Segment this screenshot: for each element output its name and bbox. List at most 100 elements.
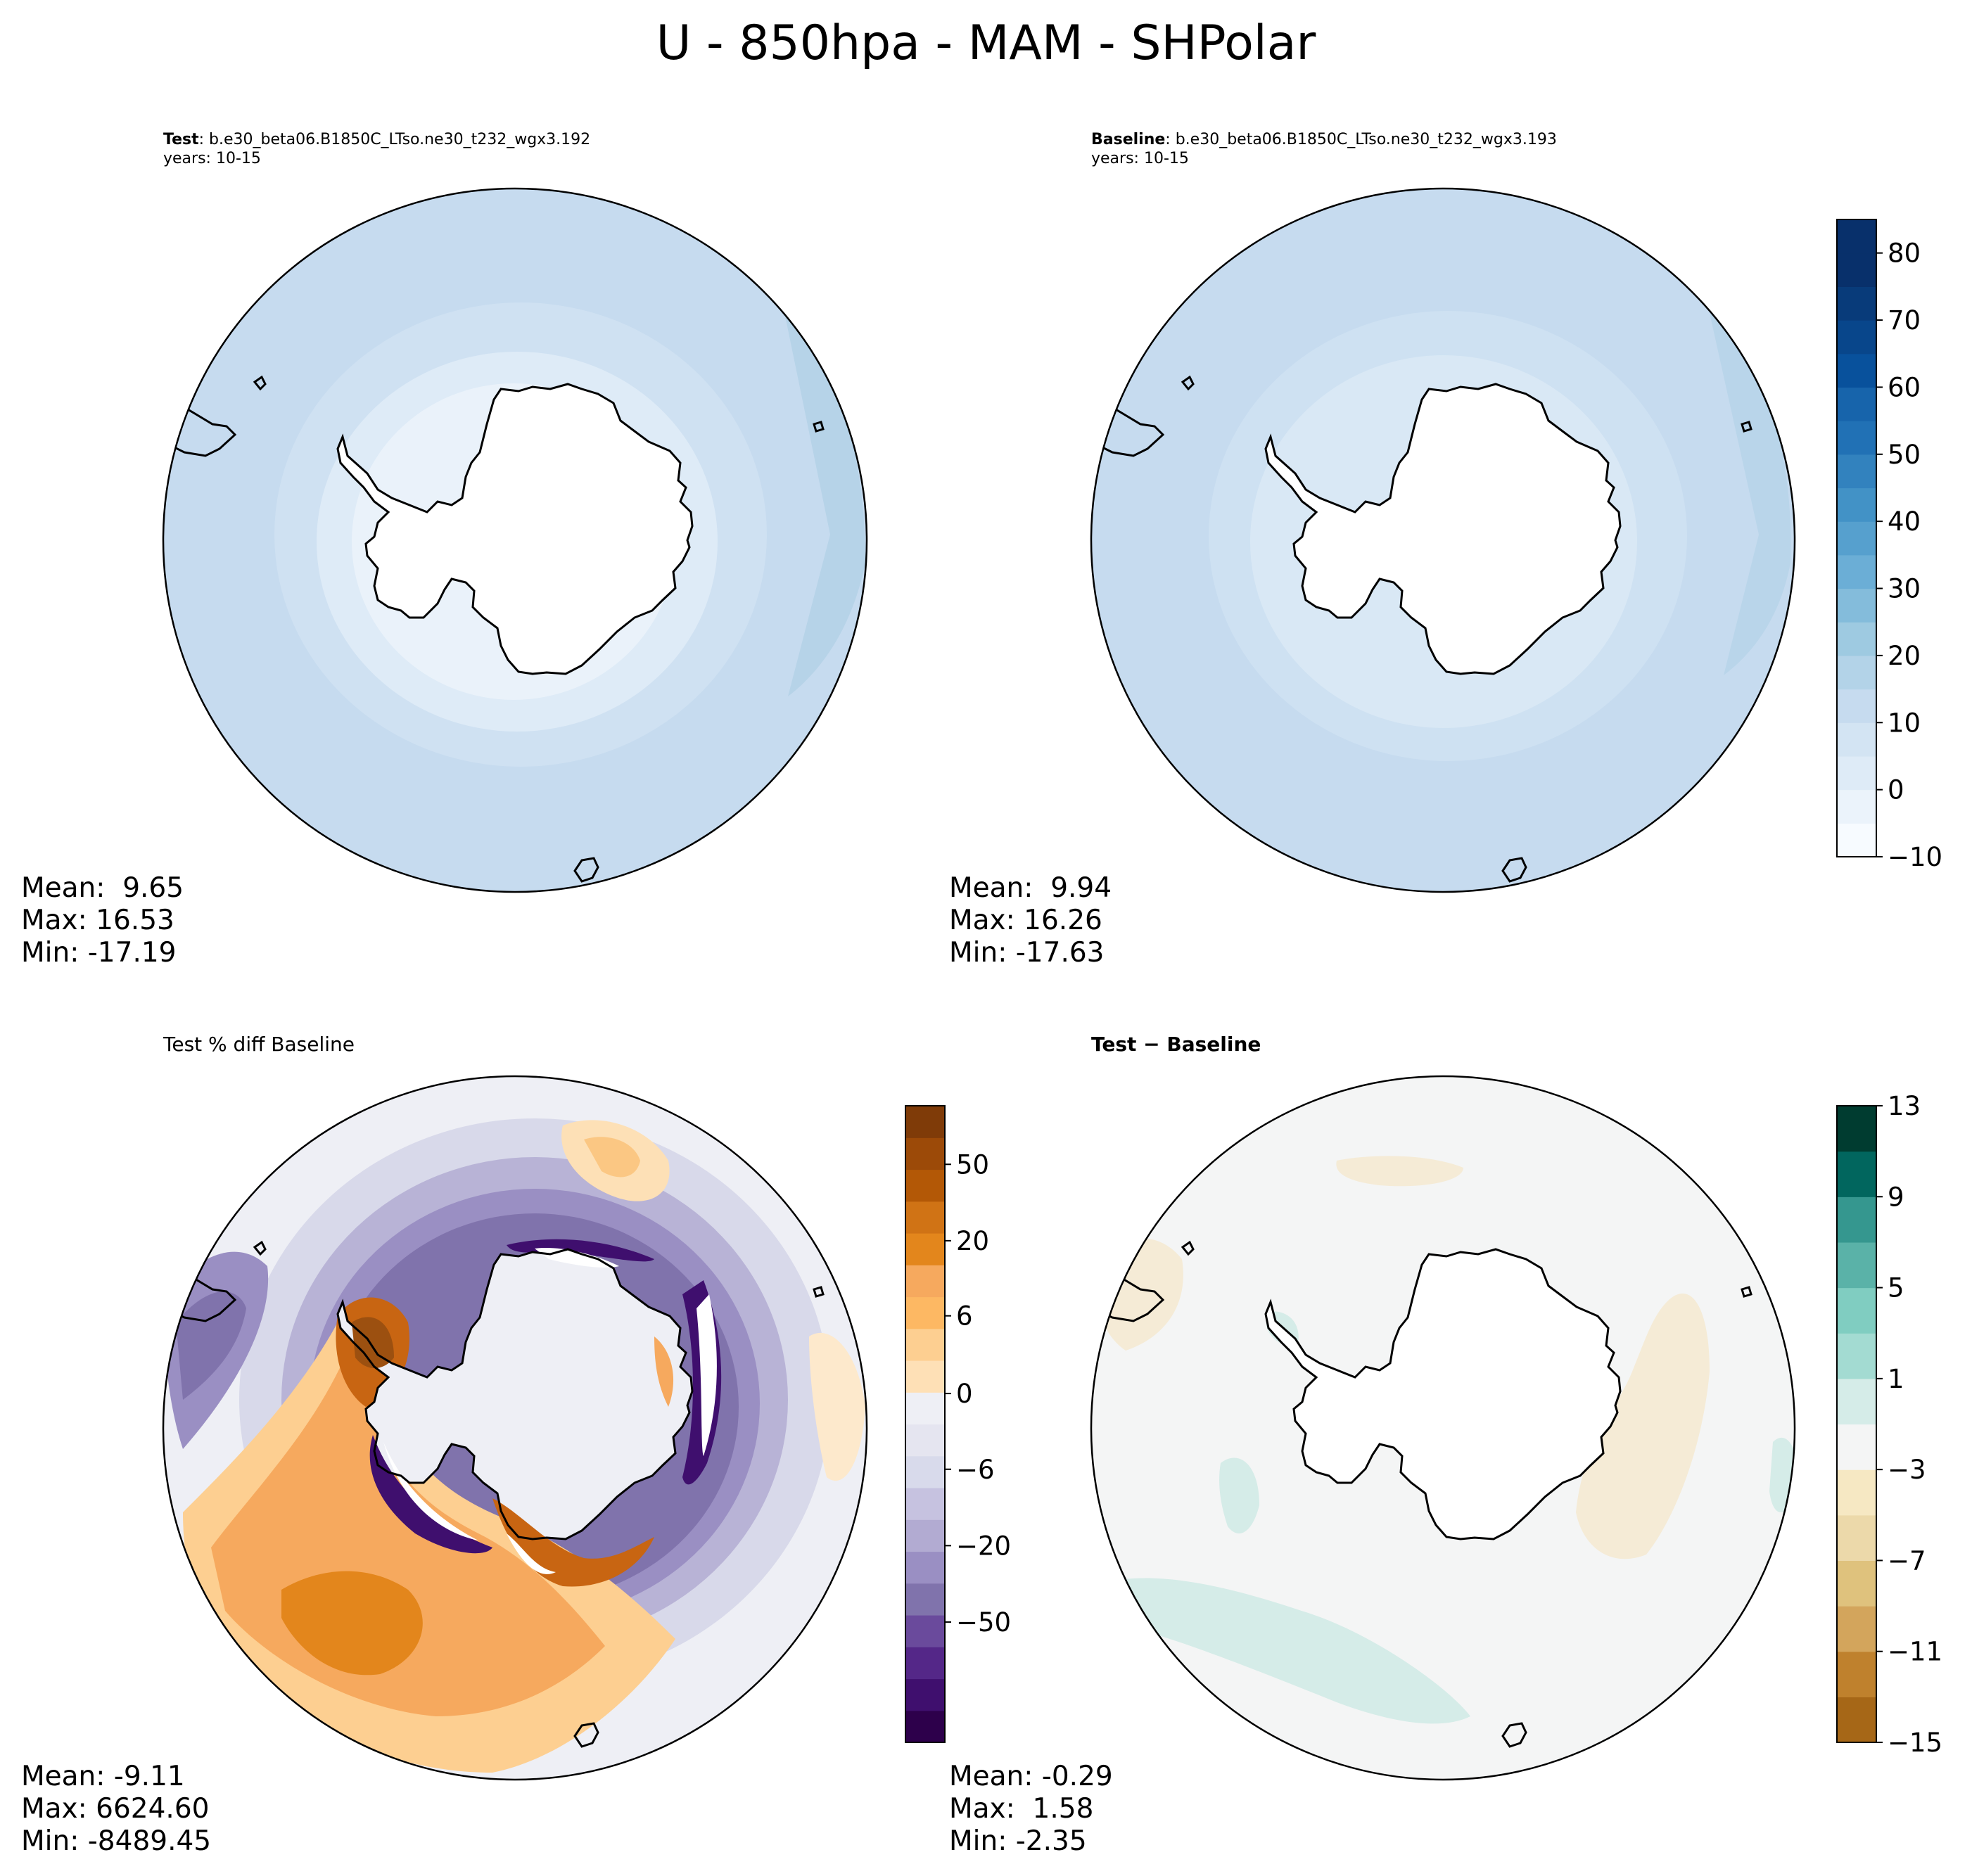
blues-colorbar-swatch (1837, 722, 1876, 757)
abs-diff-colorbar-tick-label: 1 (1888, 1364, 1904, 1394)
baseline-mean: Mean: 9.94 (949, 872, 1112, 904)
abs-diff-colorbar-tick-label: 9 (1888, 1182, 1904, 1212)
blues-colorbar-swatch (1837, 219, 1876, 254)
abs-diff-colorbar-swatch (1837, 1151, 1876, 1197)
blues-colorbar-swatch (1837, 454, 1876, 489)
pct-diff-colorbar-swatch (905, 1678, 945, 1711)
pct-diff-colorbar-swatch (905, 1519, 945, 1552)
blues-colorbar-swatch (1837, 286, 1876, 321)
figure-title: U - 850hpa - MAM - SHPolar (656, 15, 1316, 71)
abs-diff-colorbar-swatch (1837, 1606, 1876, 1652)
pct-diff-colorbar-swatch (905, 1201, 945, 1234)
pct-diff-stats: Mean: -9.11 Max: 6624.60 Min: -8489.45 (21, 1761, 211, 1858)
baseline-label: Baseline (1091, 131, 1166, 148)
pct-diff-colorbar-swatch (905, 1710, 945, 1743)
pct-diff-colorbar-frame (905, 1105, 946, 1743)
pct-diff-colorbar-swatch (905, 1328, 945, 1361)
pct-diff-colorbar-swatch (905, 1583, 945, 1616)
abs-diff-min: Min: -2.35 (949, 1825, 1087, 1857)
blues-colorbar-swatch (1837, 421, 1876, 455)
pct-diff-colorbar-swatch (905, 1424, 945, 1457)
abs-diff-colorbar-swatch (1837, 1424, 1876, 1470)
abs-diff-colorbar-tick-label: −11 (1888, 1637, 1942, 1667)
pct-diff-colorbar-swatch (905, 1233, 945, 1265)
pct-diff-colorbar-swatch (905, 1392, 945, 1425)
blues-colorbar-swatch (1837, 353, 1876, 388)
abs-diff-colorbar-tick-label: 13 (1888, 1091, 1921, 1121)
test-years: years: 10-15 (163, 150, 261, 167)
blues-colorbar-tick-label: 80 (1888, 238, 1921, 269)
test-mean: Mean: 9.65 (21, 872, 184, 904)
abs-diff-colorbar-swatch (1837, 1697, 1876, 1743)
blues-colorbar-swatch (1837, 554, 1876, 589)
pct-diff-map-border (162, 1075, 868, 1781)
test-stats: Mean: 9.65 Max: 16.53 Min: -17.19 (21, 872, 184, 969)
test-map (163, 189, 867, 892)
pct-diff-map (163, 1076, 867, 1780)
abs-diff-colorbar: 13 9 5 1 −3 −7 −11 −15 (1836, 1091, 1942, 1758)
abs-diff-colorbar-tick-label: −7 (1888, 1545, 1926, 1576)
pct-diff-mean: Mean: -9.11 (21, 1761, 185, 1792)
baseline-years: years: 10-15 (1091, 150, 1189, 167)
abs-diff-colorbar-swatch (1837, 1560, 1876, 1607)
abs-diff-colorbar-swatch (1837, 1242, 1876, 1289)
blues-colorbar-tick-label: 0 (1888, 775, 1904, 805)
pct-diff-colorbar-tick-label: 6 (956, 1301, 973, 1332)
baseline-max: Max: 16.26 (949, 905, 1102, 936)
abs-diff-map-border (1090, 1075, 1796, 1781)
blues-colorbar-swatch (1837, 655, 1876, 690)
blues-colorbar-swatch (1837, 588, 1876, 623)
blues-colorbar-swatch (1837, 755, 1876, 791)
abs-diff-colorbar-swatch (1837, 1514, 1876, 1562)
baseline-min: Min: -17.63 (949, 937, 1105, 969)
abs-diff-colorbar-swatch (1837, 1333, 1876, 1379)
abs-diff-colorbar-swatch (1837, 1378, 1876, 1425)
blues-colorbar-swatch (1837, 253, 1876, 287)
baseline-case-name: : b.e30_beta06.B1850C_LTso.ne30_t232_wgx… (1165, 131, 1557, 148)
abs-diff-title: Test − Baseline (1091, 1033, 1261, 1056)
pct-diff-colorbar-swatch (905, 1265, 945, 1298)
pct-diff-colorbar-swatch (905, 1169, 945, 1202)
abs-diff-mean: Mean: -0.29 (949, 1761, 1113, 1792)
blues-colorbar-frame (1836, 219, 1877, 857)
blues-colorbar-swatch (1837, 689, 1876, 723)
pct-diff-colorbar-tick-label: −50 (956, 1607, 1011, 1638)
blues-colorbar-swatch (1837, 487, 1876, 522)
pct-diff-colorbar-swatch (905, 1106, 945, 1138)
pct-diff-colorbar-swatch (905, 1615, 945, 1647)
pct-diff-colorbar-tick-label: −6 (956, 1455, 995, 1485)
baseline-panel-title: Baseline: b.e30_beta06.B1850C_LTso.ne30_… (1091, 130, 1557, 168)
abs-diff-max: Max: 1.58 (949, 1793, 1094, 1825)
abs-diff-stats: Mean: -0.29 Max: 1.58 Min: -2.35 (949, 1761, 1113, 1858)
abs-diff-colorbar-swatch (1837, 1287, 1876, 1334)
baseline-stats: Mean: 9.94 Max: 16.26 Min: -17.63 (949, 872, 1112, 969)
abs-diff-colorbar-frame (1836, 1105, 1877, 1743)
pct-diff-colorbar-swatch (905, 1137, 945, 1170)
blues-colorbar-swatch (1837, 622, 1876, 656)
pct-diff-max: Max: 6624.60 (21, 1793, 210, 1825)
pct-diff-colorbar-swatch (905, 1360, 945, 1393)
blues-colorbar-tick-label: 50 (1888, 440, 1921, 470)
abs-diff-colorbar-swatch (1837, 1106, 1876, 1152)
test-label: Test (163, 131, 199, 148)
pct-diff-colorbar: 50 20 6 0 −6 −20 −50 (905, 1105, 1011, 1743)
blues-colorbar-tick-label: −10 (1888, 842, 1942, 872)
blues-colorbar-tick-label: 20 (1888, 641, 1921, 671)
pct-diff-min: Min: -8489.45 (21, 1825, 212, 1857)
blues-colorbar-swatch (1837, 823, 1876, 857)
abs-diff-map (1091, 1076, 1795, 1780)
pct-diff-colorbar-tick-label: 50 (956, 1149, 989, 1180)
abs-diff-colorbar-tick-label: −3 (1888, 1455, 1926, 1485)
pct-diff-colorbar-tick-label: 0 (956, 1379, 973, 1409)
abs-diff-colorbar-tick-label: −15 (1888, 1728, 1942, 1758)
blues-colorbar: 80 70 60 50 40 30 20 10 0 −10 (1836, 219, 1942, 872)
pct-diff-colorbar-swatch (905, 1296, 945, 1329)
abs-diff-colorbar-tick-label: 5 (1888, 1273, 1904, 1303)
pct-diff-colorbar-swatch (905, 1647, 945, 1680)
test-max: Max: 16.53 (21, 905, 174, 936)
baseline-map-border (1090, 187, 1796, 893)
blues-colorbar-tick-label: 30 (1888, 574, 1921, 604)
pct-diff-colorbar-tick-label: 20 (956, 1226, 989, 1256)
baseline-map (1091, 189, 1795, 892)
